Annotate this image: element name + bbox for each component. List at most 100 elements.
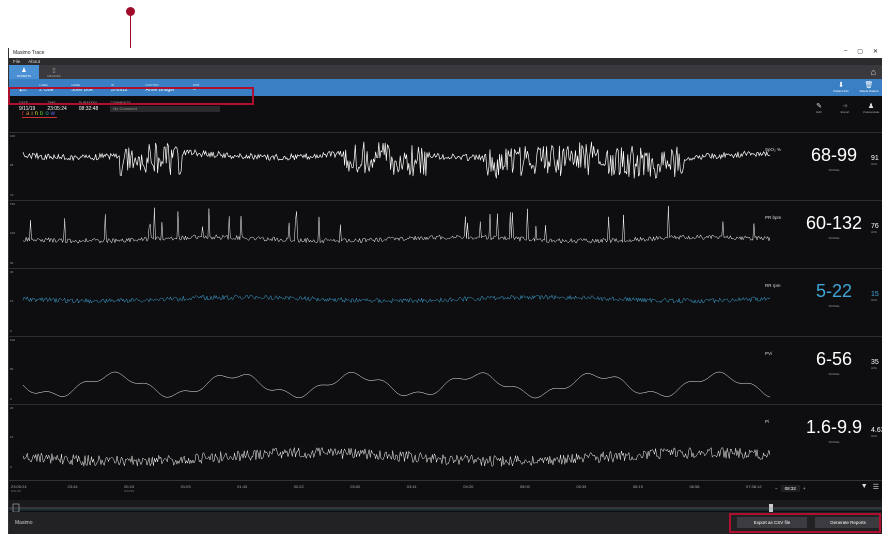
channel-pr: 150 100 50 PR bpm 60-132 RANGE 76 AVG (9, 200, 882, 268)
zoom-out-button[interactable]: − (775, 486, 778, 491)
annotation-patient-highlight (8, 87, 254, 105)
close-button[interactable]: ✕ (872, 49, 878, 55)
waveform (22, 141, 770, 179)
avg-readout: 15 AVG (871, 291, 879, 302)
tab-patients[interactable]: ♟ PATIENTS (9, 65, 39, 79)
edit-button[interactable]: ✎ Edit (810, 102, 828, 114)
patient-dob-field: DOB -- (193, 83, 200, 93)
tick-date: 9/12/19 (124, 489, 135, 493)
y-axis: 20 10 0 (9, 405, 21, 472)
field-value: 378912 (110, 86, 128, 93)
export-label: Export (840, 110, 850, 114)
avg-value: 35 (871, 359, 879, 366)
nav-bar: ♟ PATIENTS ▯ DEVICES ⌂ (9, 65, 882, 79)
range-readout: 6-56 RANGE (799, 349, 869, 376)
trace-line (22, 141, 770, 179)
tick-time: 06:19 (632, 484, 643, 489)
unassociate-label: Unassociate (862, 110, 880, 114)
avg-label: AVG (871, 230, 878, 234)
time-tick: 02:22 (294, 484, 304, 489)
time-tick: 23:44 (68, 484, 78, 489)
export-icon: ➜ (842, 103, 848, 110)
y-mid: 100 (10, 231, 16, 235)
tick-time: 03:02 (350, 484, 361, 489)
device-icon: ▯ (52, 67, 56, 74)
menu-bar: File About (9, 58, 882, 65)
tick-time: 04:20 (463, 484, 474, 489)
tick-date: 9/11/19 (11, 489, 21, 493)
range-label: RANGE (828, 236, 840, 240)
maximize-button[interactable]: ▢ (857, 49, 863, 55)
patient-name-field: NAME John Doe (71, 83, 92, 93)
annotation-marker-dot (126, 7, 135, 16)
zoom-value[interactable]: 08:32 (780, 485, 800, 492)
range-readout: 1.6-9.9 RANGE (799, 417, 869, 444)
field-label: ID (110, 82, 114, 87)
avg-value: 76 (871, 223, 879, 230)
comments-input[interactable]: No Comment (110, 106, 221, 112)
avg-value: 4.63 (871, 427, 882, 434)
minimize-button[interactable]: – (843, 48, 848, 54)
patient-id-field: ID 378912 (111, 83, 128, 93)
export-csv-button[interactable]: Export as CSV file (737, 517, 807, 528)
channel-name: SpO₂ % (765, 147, 782, 152)
overview-scrubber[interactable] (9, 500, 882, 513)
range-value: 1.6-9.9 (805, 417, 863, 437)
avg-label: AVG (871, 366, 878, 370)
delete-patient-button[interactable]: 🗑 Delete Patient (858, 81, 880, 93)
time-tick: 06:58 (689, 484, 699, 489)
field-value: -- (192, 86, 197, 93)
home-icon[interactable]: ⌂ (870, 67, 876, 77)
y-min: 50 (10, 261, 14, 265)
time-axis: − 08:32 + ▼ ☰ 23:05:24 9/11/19 23:44 00:24 9… (9, 480, 882, 500)
tick-time: 01:03 (180, 484, 191, 489)
menu-file[interactable]: File (13, 59, 21, 64)
menu-about[interactable]: About (28, 59, 41, 64)
field-label: DOB (192, 82, 200, 87)
export-button[interactable]: ➜ Export (836, 102, 854, 114)
y-max: 30 (10, 270, 14, 274)
channel-pi: 20 10 0 Pi 1.6-9.9 RANGE 4.63AVG (9, 404, 882, 472)
y-min: 70 (10, 193, 14, 197)
field-value: Anne Bridger (145, 86, 175, 93)
channel-name: PVi (765, 351, 772, 356)
field-label: DOCTOR (145, 82, 159, 87)
masimo-logo: Masimo (15, 520, 33, 526)
trash-icon: 🗑 (864, 82, 874, 89)
patient-info-label: Patient Info (833, 89, 849, 93)
waveform (22, 205, 771, 244)
waveform (22, 294, 771, 304)
y-max: 20 (10, 406, 14, 410)
tab-devices[interactable]: ▯ DEVICES (39, 65, 69, 79)
avg-readout: 35 AVG (871, 359, 879, 370)
unassociate-button[interactable]: ♟ Unassociate (862, 102, 880, 114)
patient-info-button[interactable]: ⬇ Patient Info (830, 81, 852, 93)
zoom-in-button[interactable]: + (802, 486, 806, 491)
y-max: 100 (10, 338, 16, 342)
tick-time: 00:24 (124, 484, 135, 489)
tick-time: 07:38:12 (746, 484, 762, 489)
channel-spo2: 100 85 70 SpO₂ % 68-99 RANGE 91 AVG (9, 132, 882, 200)
y-mid: 15 (10, 299, 14, 303)
filter-icon[interactable]: ▼ (860, 483, 868, 490)
tick-time: 23:05:24 (11, 484, 27, 489)
time-tick: 05:39 (576, 484, 586, 489)
tick-time: 01:43 (237, 484, 248, 489)
channel-rr: 30 15 0 RR rpm 5-22 RANGE 15 AVG (9, 268, 882, 336)
avg-label: AVG (871, 434, 878, 438)
channel-name: Pi (765, 419, 770, 424)
field-value: 23:05:24 (47, 106, 67, 112)
hamburger-icon[interactable]: ☰ (872, 484, 879, 491)
field-label: LABEL (39, 82, 49, 87)
person-icon: ♟ (21, 67, 27, 74)
patient-doctor-field: DOCTOR Anne Bridger (146, 83, 175, 93)
generate-reports-button[interactable]: Generate Reports (815, 517, 881, 528)
tick-time: 02:22 (293, 484, 304, 489)
trace-line (22, 446, 771, 467)
range-readout: 5-22 RANGE (799, 281, 869, 308)
trace-line (22, 294, 771, 304)
avg-label: AVG (871, 162, 878, 166)
patient-bar: ← LABEL J. Doe NAME John Doe ID 378912 DOCT… (9, 79, 882, 96)
tick-time: 06:58 (689, 484, 700, 489)
channel-name: RR rpm (765, 283, 781, 288)
